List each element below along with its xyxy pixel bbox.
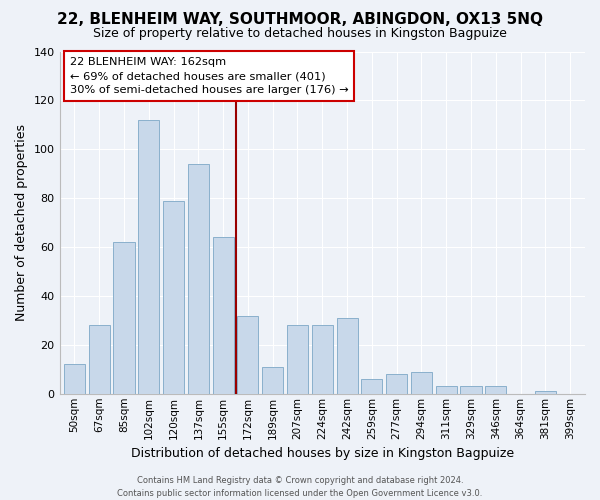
Text: Size of property relative to detached houses in Kingston Bagpuize: Size of property relative to detached ho… bbox=[93, 28, 507, 40]
Bar bbox=[361, 379, 382, 394]
Text: 22, BLENHEIM WAY, SOUTHMOOR, ABINGDON, OX13 5NQ: 22, BLENHEIM WAY, SOUTHMOOR, ABINGDON, O… bbox=[57, 12, 543, 28]
X-axis label: Distribution of detached houses by size in Kingston Bagpuize: Distribution of detached houses by size … bbox=[131, 447, 514, 460]
Bar bbox=[337, 318, 358, 394]
Bar bbox=[163, 200, 184, 394]
Bar bbox=[287, 326, 308, 394]
Bar bbox=[386, 374, 407, 394]
Bar bbox=[113, 242, 134, 394]
Bar bbox=[238, 316, 259, 394]
Bar bbox=[64, 364, 85, 394]
Bar bbox=[138, 120, 160, 394]
Bar bbox=[262, 367, 283, 394]
Text: Contains HM Land Registry data © Crown copyright and database right 2024.
Contai: Contains HM Land Registry data © Crown c… bbox=[118, 476, 482, 498]
Bar bbox=[312, 326, 333, 394]
Bar bbox=[436, 386, 457, 394]
Bar bbox=[212, 238, 233, 394]
Bar bbox=[188, 164, 209, 394]
Y-axis label: Number of detached properties: Number of detached properties bbox=[15, 124, 28, 321]
Bar bbox=[411, 372, 432, 394]
Bar bbox=[89, 326, 110, 394]
Text: 22 BLENHEIM WAY: 162sqm
← 69% of detached houses are smaller (401)
30% of semi-d: 22 BLENHEIM WAY: 162sqm ← 69% of detache… bbox=[70, 56, 349, 96]
Bar bbox=[485, 386, 506, 394]
Bar bbox=[460, 386, 482, 394]
Bar bbox=[535, 392, 556, 394]
